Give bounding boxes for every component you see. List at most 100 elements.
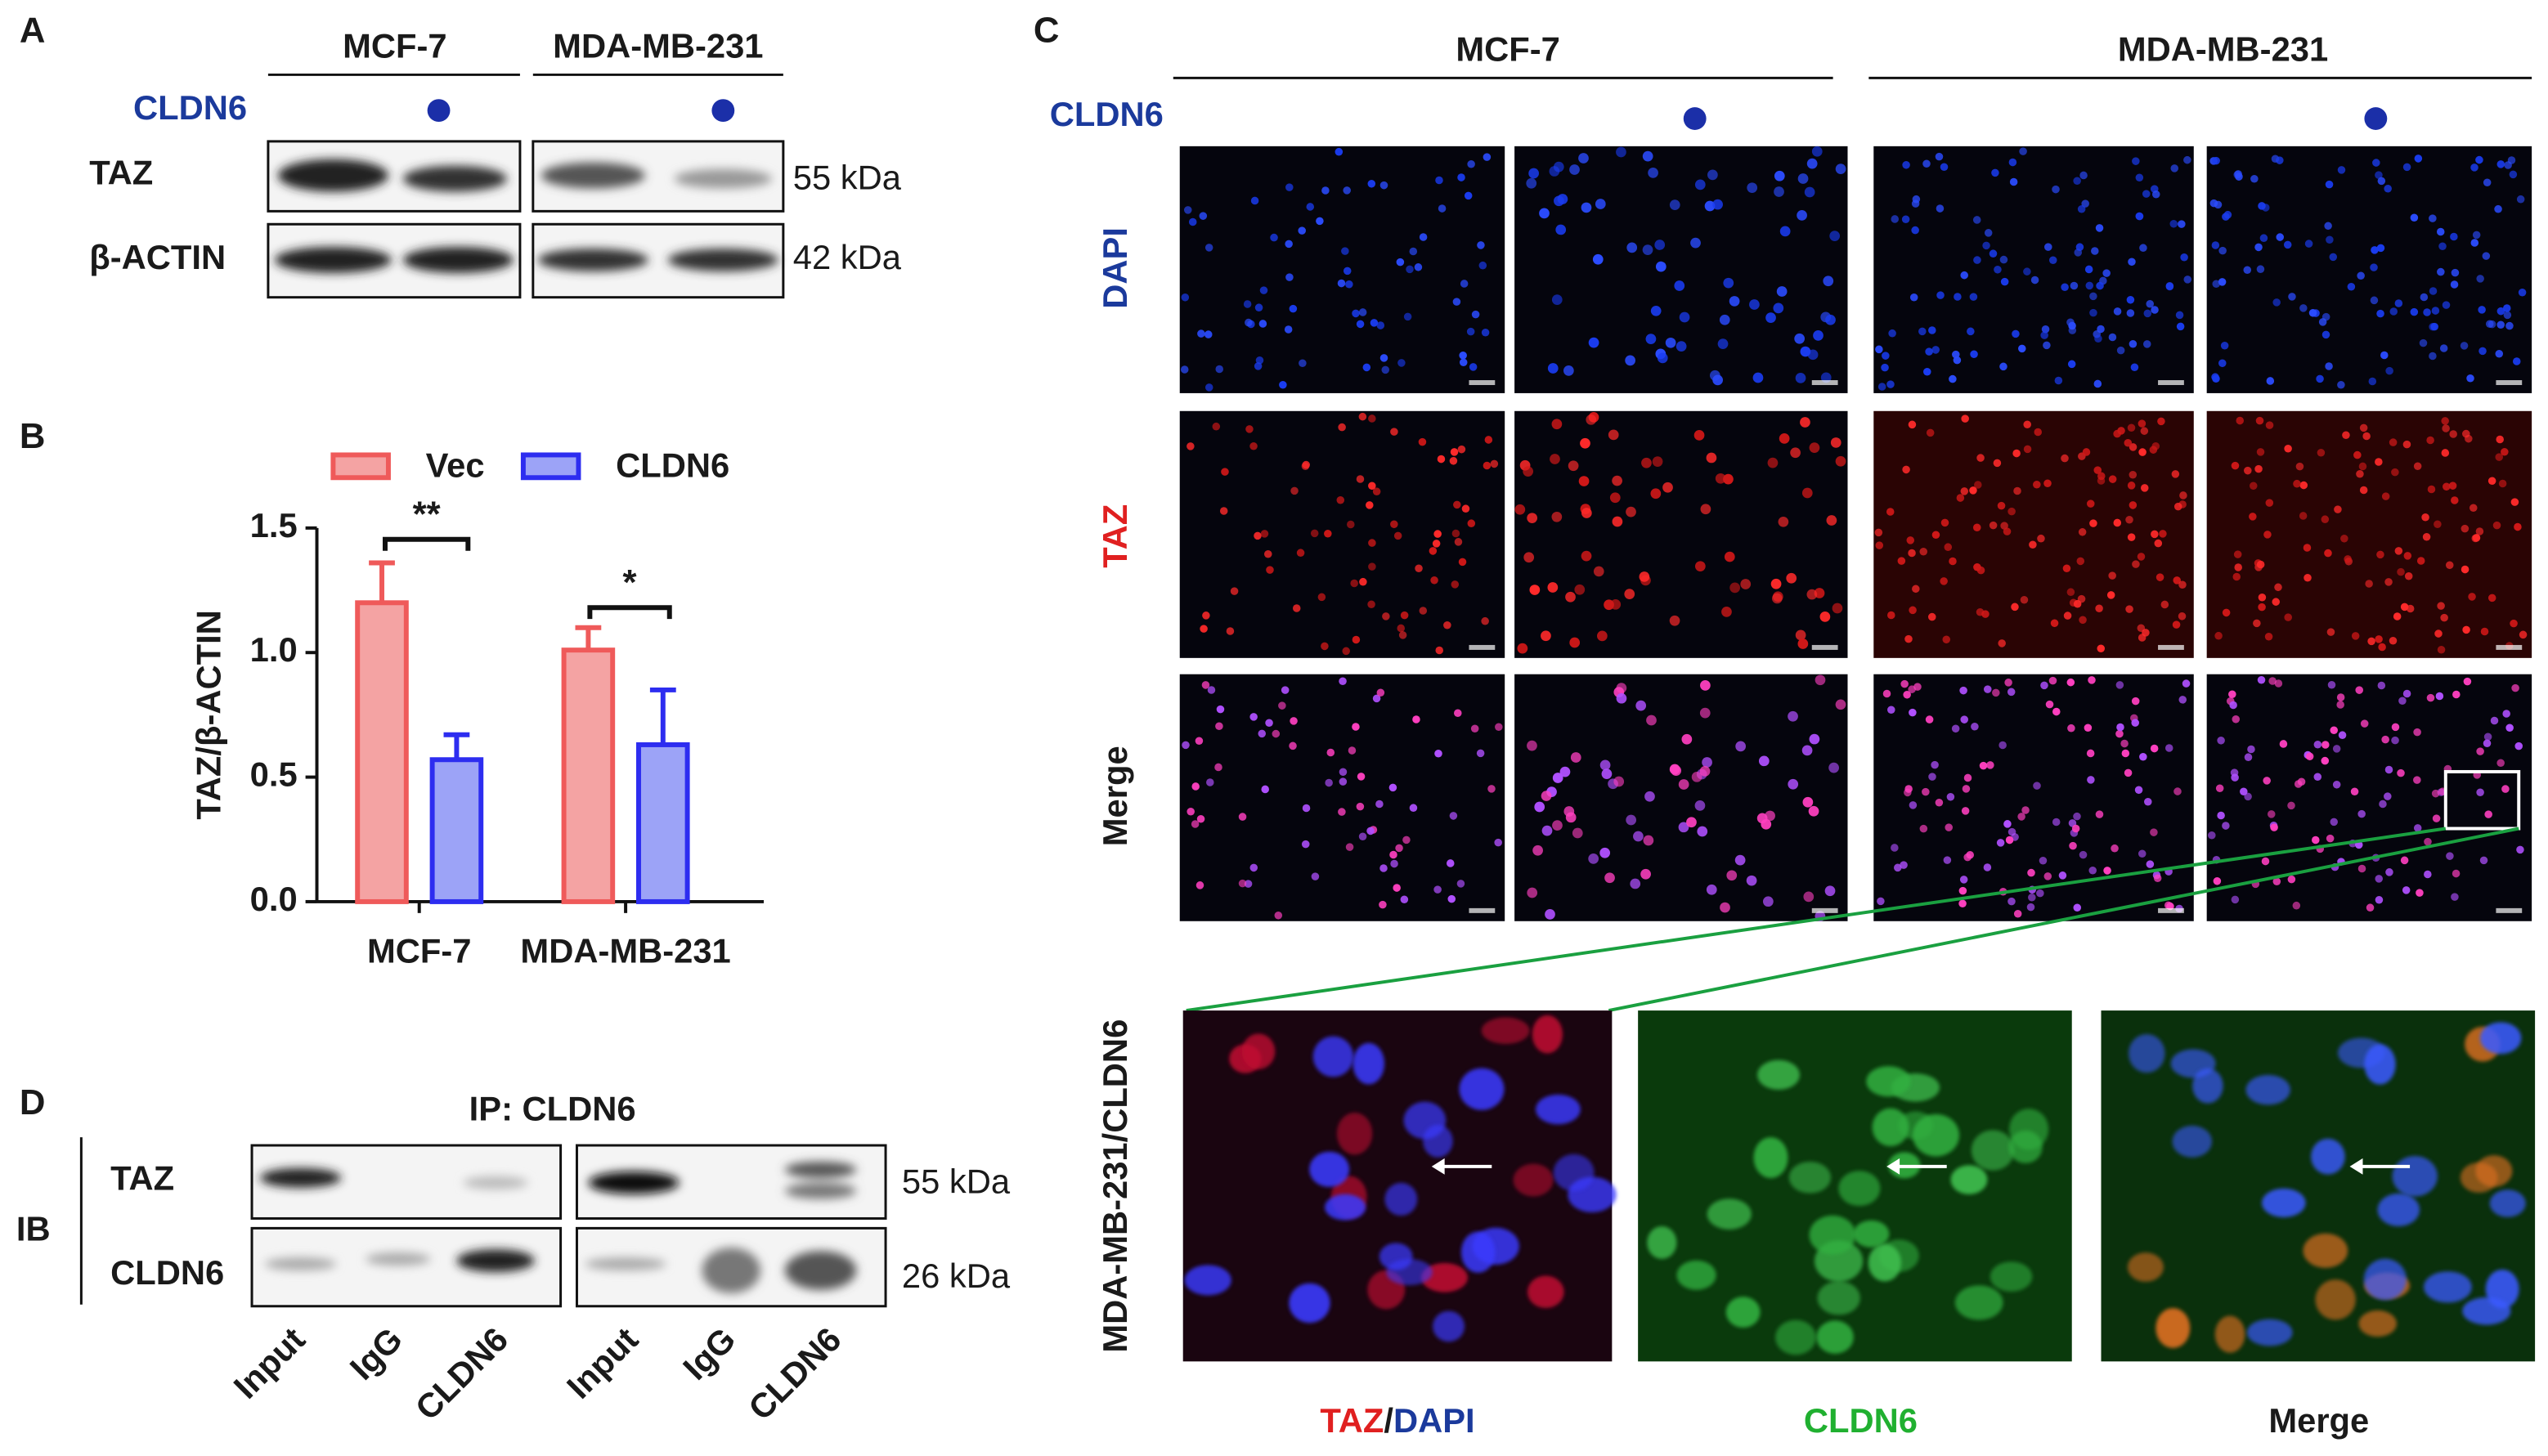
- cell-nucleus: [2149, 446, 2158, 454]
- cell-nucleus: [2088, 676, 2096, 684]
- cell-nucleus: [1999, 362, 2007, 371]
- cell-nucleus: [2247, 745, 2255, 754]
- micrograph-bg: [1873, 674, 2194, 921]
- cell-nucleus: [1612, 475, 1622, 486]
- cell-nucleus: [2263, 531, 2272, 539]
- significance-bracket: [382, 536, 471, 551]
- scale-bar: [1811, 907, 1838, 913]
- cell-nucleus: [1221, 468, 1229, 476]
- cell-nucleus: [1875, 345, 1883, 354]
- cell-nucleus: [2192, 1068, 2223, 1104]
- cell-nucleus: [2429, 214, 2437, 222]
- band: [541, 162, 645, 189]
- cell-nucleus: [1547, 363, 1559, 374]
- cell-nucleus: [2426, 436, 2434, 445]
- cell-nucleus: [2416, 889, 2424, 897]
- cell-nucleus: [1588, 337, 1599, 348]
- cell-nucleus: [2470, 164, 2478, 172]
- cell-nucleus: [2173, 502, 2182, 511]
- cell-nucleus: [1881, 363, 1889, 372]
- cell-nucleus: [2441, 417, 2449, 425]
- zoom-box: [2443, 769, 2521, 831]
- cell-nucleus: [2376, 550, 2384, 559]
- cell-nucleus: [1626, 242, 1638, 253]
- cell-nucleus: [1356, 320, 1365, 329]
- cell-nucleus: [2384, 184, 2392, 193]
- micrograph-bg: [1873, 146, 2194, 393]
- group-label: MCF-7: [343, 27, 446, 65]
- cell-nucleus: [1640, 868, 1651, 880]
- cell-nucleus: [2127, 1252, 2164, 1282]
- bar: [561, 647, 616, 904]
- cell-nucleus: [2432, 814, 2441, 822]
- cell-nucleus: [2404, 571, 2413, 580]
- cell-nucleus: [2414, 155, 2423, 163]
- cell-nucleus: [2043, 872, 2052, 880]
- cell-nucleus: [1181, 293, 1190, 302]
- cell-nucleus: [1715, 473, 1726, 484]
- cell-nucleus: [1958, 886, 1967, 895]
- cell-nucleus: [1255, 356, 1264, 365]
- cell-nucleus: [1925, 347, 1933, 356]
- cell-nucleus: [2175, 311, 2184, 320]
- cell-nucleus: [2443, 482, 2451, 491]
- cell-nucleus: [2140, 484, 2149, 492]
- cell-nucleus: [2089, 308, 2097, 317]
- y-tick-label: 0.5: [250, 755, 298, 794]
- cell-nucleus: [2363, 1258, 2407, 1301]
- cell-nucleus: [2313, 773, 2322, 781]
- cell-nucleus: [1581, 202, 1592, 213]
- cell-nucleus: [1199, 212, 1208, 220]
- cell-nucleus: [1454, 538, 1463, 546]
- cell-nucleus: [1429, 547, 1438, 555]
- cell-nucleus: [2138, 419, 2147, 428]
- cell-nucleus: [2214, 200, 2223, 209]
- cell-nucleus: [2377, 681, 2386, 690]
- scale-bar: [1469, 644, 1496, 650]
- cell-nucleus: [1642, 150, 1653, 162]
- cell-nucleus: [1650, 488, 1662, 500]
- cell-nucleus: [1969, 293, 1978, 301]
- cell-nucleus: [2228, 690, 2236, 699]
- cell-nucleus: [2326, 235, 2334, 244]
- cell-nucleus: [1375, 800, 1384, 809]
- cell-nucleus: [1874, 528, 1883, 537]
- lane-label: IgG: [675, 1319, 742, 1387]
- cell-nucleus: [2476, 747, 2484, 755]
- cell-nucleus: [1460, 1231, 1496, 1273]
- cell-nucleus: [2178, 696, 2187, 704]
- cell-nucleus: [2422, 532, 2431, 541]
- cell-nucleus: [2153, 874, 2162, 882]
- band: [702, 1248, 761, 1293]
- cell-nucleus: [2160, 600, 2169, 609]
- cell-nucleus: [2435, 692, 2444, 701]
- cell-nucleus: [2353, 450, 2362, 459]
- cell-nucleus: [1338, 808, 1346, 816]
- cell-nucleus: [1412, 715, 1420, 724]
- cell-nucleus: [1550, 454, 1560, 464]
- cell-nucleus: [2086, 749, 2095, 758]
- cell-nucleus: [1541, 825, 1553, 836]
- cell-nucleus: [1184, 1265, 1231, 1296]
- cell-nucleus: [2357, 864, 2366, 873]
- cell-nucleus: [1284, 325, 1293, 334]
- cell-nucleus: [2304, 240, 2313, 248]
- cell-nucleus: [1312, 1036, 1354, 1077]
- cell-nucleus: [1949, 557, 1957, 566]
- cell-nucleus: [1321, 642, 1329, 651]
- cell-nucleus: [1662, 482, 1673, 493]
- cell-nucleus: [2172, 620, 2181, 629]
- cell-nucleus: [1226, 627, 1235, 635]
- cell-nucleus: [2212, 156, 2220, 165]
- cell-nucleus: [1678, 822, 1689, 833]
- condition-label: CLDN6: [1050, 95, 1164, 133]
- cell-nucleus: [1893, 863, 1902, 872]
- cell-nucleus: [1238, 813, 1247, 821]
- cell-nucleus: [2266, 377, 2275, 385]
- cell-nucleus: [1773, 302, 1784, 314]
- cell-nucleus: [1721, 606, 1732, 617]
- cell-nucleus: [1345, 280, 1353, 289]
- cell-nucleus: [1421, 1262, 1468, 1292]
- cell-nucleus: [1767, 457, 1779, 468]
- cell-nucleus: [1367, 600, 1375, 609]
